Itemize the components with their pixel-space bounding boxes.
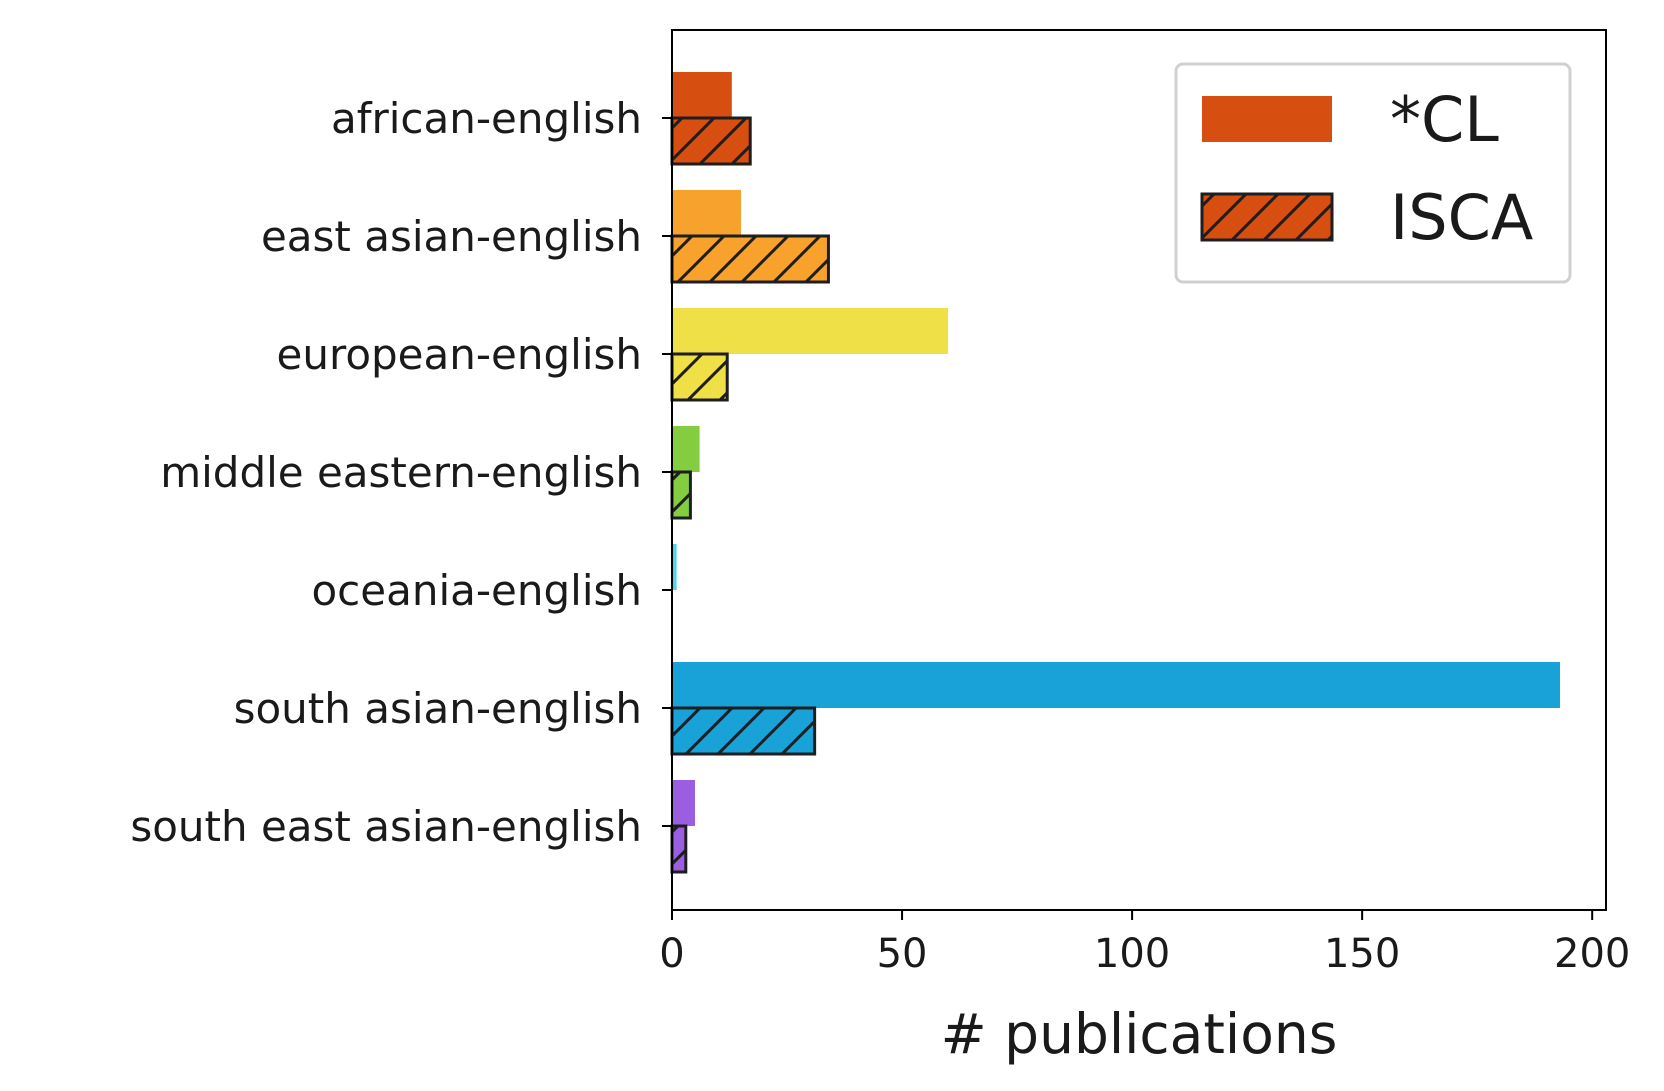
bar-cl-5 xyxy=(672,662,1560,708)
x-tick-label-0: 0 xyxy=(659,931,684,977)
bar-isca-hatch-3 xyxy=(672,472,691,518)
bars-group xyxy=(670,72,1560,874)
legend-swatch-cl xyxy=(1202,96,1332,142)
x-tick-label-4: 200 xyxy=(1554,931,1630,977)
x-tick-label-3: 150 xyxy=(1324,931,1400,977)
x-axis-label: # publications xyxy=(941,1002,1338,1066)
y-tick-label-3: middle eastern-english xyxy=(160,448,642,497)
bar-isca-hatch-2 xyxy=(672,354,728,400)
legend-label-cl: *CL xyxy=(1390,83,1499,156)
x-tick-label-2: 100 xyxy=(1094,931,1170,977)
y-tick-label-2: european-english xyxy=(277,330,642,379)
bar-cl-6 xyxy=(672,780,696,826)
y-tick-label-4: oceania-english xyxy=(311,566,642,615)
bar-isca-hatch-5 xyxy=(672,708,815,754)
bar-cl-1 xyxy=(672,190,742,236)
bar-cl-4 xyxy=(672,544,677,590)
bar-cl-0 xyxy=(672,72,732,118)
legend-swatch-hatch xyxy=(1202,194,1332,240)
y-tick-label-6: south east asian-english xyxy=(130,802,642,851)
x-axis: 0 50 100 150 200 xyxy=(659,910,1630,977)
plot-frame xyxy=(671,29,1607,911)
legend-label-isca: ISCA xyxy=(1390,181,1533,254)
bar-isca-hatch-1 xyxy=(672,236,829,282)
bar-isca-hatch-0 xyxy=(672,118,751,164)
bar-isca-hatch-6 xyxy=(672,826,686,872)
y-tick-label-1: east asian-english xyxy=(261,212,642,261)
bar-cl-3 xyxy=(672,426,700,472)
y-tick-label-5: south asian-english xyxy=(234,684,642,733)
y-axis: african-english east asian-english europea… xyxy=(130,94,672,851)
legend: *CL ISCA xyxy=(1174,62,1572,284)
x-tick-label-1: 50 xyxy=(877,931,928,977)
y-tick-label-0: african-english xyxy=(331,94,642,143)
bar-cl-2 xyxy=(672,308,949,354)
